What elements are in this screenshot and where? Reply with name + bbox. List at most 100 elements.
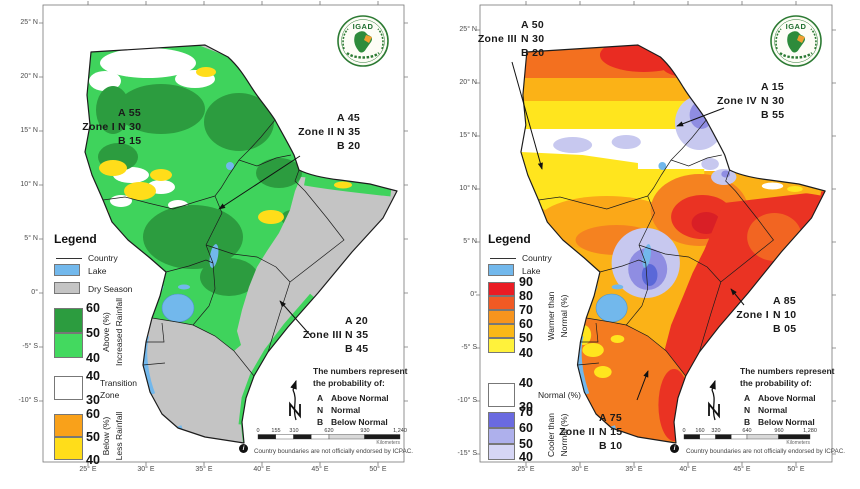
legend-bound: 70 xyxy=(519,303,533,317)
legend-title: Legend xyxy=(54,232,97,246)
legend-ramp-label: Below (%) xyxy=(101,416,111,456)
scale-tick: 960 xyxy=(774,428,784,434)
horn-highlight xyxy=(797,35,805,43)
zone-name: Zone I xyxy=(82,121,115,133)
country-label: Country xyxy=(522,253,552,263)
axis-ticks xyxy=(39,1,836,466)
scale-bar xyxy=(257,434,401,440)
legend-ramp-label: Cooler than xyxy=(546,413,556,457)
zone-name: Zone III xyxy=(477,33,517,45)
zone-name: Zone II xyxy=(298,126,334,138)
zone-below-value: B 10 xyxy=(599,440,623,452)
y-tick-label: 10° N xyxy=(459,185,477,192)
x-tick-label: 50° E xyxy=(369,466,387,473)
zone-above-value: A 20 xyxy=(345,315,368,327)
zone-name: Zone II xyxy=(559,426,595,438)
legend-bound: 60 xyxy=(86,301,100,315)
scale-tick: 640 xyxy=(742,428,752,434)
dry-season-label: Dry Season xyxy=(88,284,133,294)
y-tick-label: -5° S xyxy=(461,344,477,351)
x-tick-label: 30° E xyxy=(137,466,155,473)
lake-swatch xyxy=(488,264,514,276)
note-label: Normal xyxy=(758,405,788,415)
country-label: Country xyxy=(88,253,118,263)
legend-bound: 40 xyxy=(86,453,100,467)
normal-label: Normal (%) xyxy=(538,390,581,400)
disclaimer-text: Country boundaries are not officially en… xyxy=(686,448,846,455)
note-key: N xyxy=(317,405,324,415)
kilometers-label: Kilometers xyxy=(786,440,810,446)
note-key: A xyxy=(317,393,324,403)
legend-swatch-warmer-60 xyxy=(488,324,515,338)
legend-swatch-above-60 xyxy=(54,308,83,333)
zone-above-value: A 50 xyxy=(521,19,544,31)
legend-bound: 50 xyxy=(519,437,533,451)
note-key: B xyxy=(744,417,751,427)
y-tick-label: -15° S xyxy=(457,450,477,457)
zone-normal-value: N 10 xyxy=(773,309,797,321)
zone-above-value: A 15 xyxy=(761,81,784,93)
scale-tick: 1,240 xyxy=(393,428,407,434)
transition-label: Zone xyxy=(100,390,120,400)
legend-bound: 40 xyxy=(519,376,533,390)
zone-below-value: B 15 xyxy=(118,135,142,147)
zone-normal-value: N 35 xyxy=(345,329,369,341)
y-tick-label: 20° N xyxy=(20,73,38,80)
kilometers-label: Kilometers xyxy=(376,440,400,446)
x-tick-label: 45° E xyxy=(311,466,329,473)
note-label: Above Normal xyxy=(758,393,816,403)
transition-label: Transition xyxy=(100,378,138,388)
scale-tick: 620 xyxy=(324,428,334,434)
note-label: Normal xyxy=(331,405,361,415)
legend-ramp-label: Normal (%) xyxy=(559,294,569,338)
horn-highlight xyxy=(364,35,372,43)
legend-swatch-cooler-70 xyxy=(488,412,515,428)
y-tick-label: 15° N xyxy=(20,127,38,134)
legend-ramp-label: Less Rainfall xyxy=(114,411,124,461)
scale-tick: 0 xyxy=(256,428,260,434)
note-label: Below Normal xyxy=(758,417,815,427)
lake-label: Lake xyxy=(88,266,107,276)
y-tick-label: 0° xyxy=(31,289,38,296)
legend-ramp-label: Above (%) xyxy=(101,312,111,352)
legend-bound: 30 xyxy=(86,393,100,407)
legend-bound: 60 xyxy=(519,421,533,435)
legend-bound: 50 xyxy=(86,326,100,340)
y-tick-label: 5° N xyxy=(463,238,477,245)
zone-above-value: A 75 xyxy=(599,412,622,424)
zone-below-value: B 05 xyxy=(773,323,797,335)
legend-swatch-warmer-70 xyxy=(488,310,515,324)
legend-bound: 40 xyxy=(86,369,100,383)
country-line-swatch xyxy=(490,258,516,259)
legend-swatch-transition xyxy=(54,376,83,400)
x-tick-label: 40° E xyxy=(679,466,697,473)
zone-name: Zone I xyxy=(736,309,769,321)
legend-bound: 80 xyxy=(519,289,533,303)
zone-normal-value: N 30 xyxy=(521,33,545,45)
note-line: the probability of: xyxy=(740,378,812,388)
lake-label: Lake xyxy=(522,266,541,276)
legend-bound: 60 xyxy=(86,407,100,421)
scale-tick: 160 xyxy=(695,428,705,434)
legend-bound: 40 xyxy=(519,450,533,464)
lake-swatch xyxy=(54,264,80,276)
legend-ramp-label: Warmer than xyxy=(546,291,556,341)
note-label: Above Normal xyxy=(331,393,389,403)
zone-pointer-arrows xyxy=(218,61,745,401)
info-icon: i xyxy=(670,444,679,453)
y-tick-label: 25° N xyxy=(459,26,477,33)
zone-below-value: B 20 xyxy=(521,47,545,59)
igad-logo-text: IGAD xyxy=(785,22,807,31)
x-tick-label: 35° E xyxy=(625,466,643,473)
scale-tick: 320 xyxy=(711,428,721,434)
scale-tick: 1,280 xyxy=(803,428,817,434)
x-tick-label: 30° E xyxy=(571,466,589,473)
zone-normal-value: N 35 xyxy=(337,126,361,138)
y-tick-label: 15° N xyxy=(459,132,477,139)
legend-bound: 90 xyxy=(519,275,533,289)
legend-bound: 40 xyxy=(86,351,100,365)
note-line: the probability of: xyxy=(313,378,385,388)
legend-swatch-warmer-50 xyxy=(488,338,515,353)
y-tick-label: -5° S xyxy=(22,343,38,350)
zone-below-value: B 55 xyxy=(761,109,785,121)
